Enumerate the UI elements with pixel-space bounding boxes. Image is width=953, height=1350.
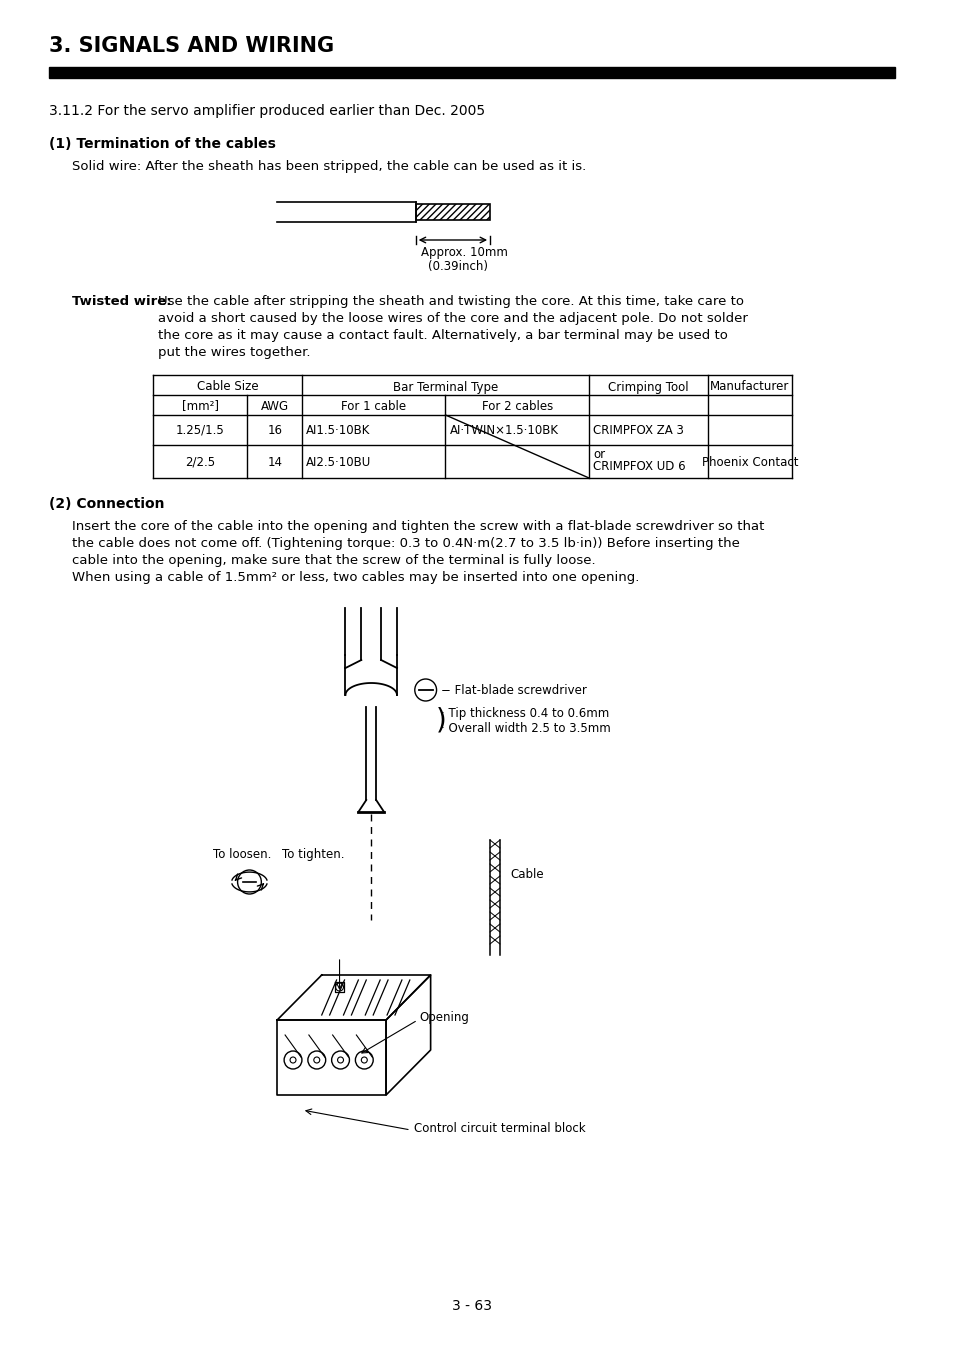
Text: (0.39inch): (0.39inch) [427, 261, 487, 273]
Text: avoid a short caused by the loose wires of the core and the adjacent pole. Do no: avoid a short caused by the loose wires … [158, 312, 747, 325]
Text: the cable does not come off. (Tightening torque: 0.3 to 0.4N·m(2.7 to 3.5 lb·in): the cable does not come off. (Tightening… [72, 537, 740, 549]
Text: 3. SIGNALS AND WIRING: 3. SIGNALS AND WIRING [50, 36, 335, 55]
Text: 14: 14 [267, 455, 282, 468]
Text: Control circuit terminal block: Control circuit terminal block [414, 1122, 585, 1134]
Text: To tighten.: To tighten. [282, 848, 344, 861]
Text: Use the cable after stripping the sheath and twisting the core. At this time, ta: Use the cable after stripping the sheath… [158, 296, 743, 308]
Bar [50, 68, 894, 78]
Text: cable into the opening, make sure that the screw of the terminal is fully loose.: cable into the opening, make sure that t… [72, 554, 596, 567]
Text: (1) Termination of the cables: (1) Termination of the cables [50, 136, 276, 151]
Text: 3.11.2 For the servo amplifier produced earlier than Dec. 2005: 3.11.2 For the servo amplifier produced … [50, 104, 485, 117]
Text: − Flat-blade screwdriver: − Flat-blade screwdriver [440, 683, 586, 697]
Text: AI2.5·10BU: AI2.5·10BU [306, 455, 371, 468]
Text: CRIMPFOX ZA 3: CRIMPFOX ZA 3 [593, 424, 683, 436]
Text: Opening: Opening [419, 1011, 469, 1023]
Bar [416, 204, 490, 220]
Text: Cable Size: Cable Size [196, 381, 258, 393]
Text: · Overall width 2.5 to 3.5mm: · Overall width 2.5 to 3.5mm [440, 721, 610, 734]
Text: [mm²]: [mm²] [182, 400, 219, 413]
Text: ): ) [436, 707, 446, 734]
Text: Approx. 10mm: Approx. 10mm [420, 246, 507, 259]
Text: AWG: AWG [260, 400, 289, 413]
Text: the core as it may cause a contact fault. Alternatively, a bar terminal may be u: the core as it may cause a contact fault… [158, 329, 727, 342]
Text: Twisted wire:: Twisted wire: [72, 296, 172, 308]
Text: AI1.5·10BK: AI1.5·10BK [306, 424, 370, 436]
Text: 16: 16 [267, 424, 282, 436]
Text: 3 - 63: 3 - 63 [452, 1299, 492, 1314]
Text: Crimping Tool: Crimping Tool [607, 381, 688, 393]
Text: Cable: Cable [510, 868, 544, 882]
Text: 1.25/1.5: 1.25/1.5 [176, 424, 225, 436]
Text: CRIMPFOX UD 6: CRIMPFOX UD 6 [593, 459, 685, 472]
Text: put the wires together.: put the wires together. [158, 346, 311, 359]
Text: Manufacturer: Manufacturer [709, 381, 789, 393]
Text: AI·TWIN×1.5·10BK: AI·TWIN×1.5·10BK [449, 424, 558, 436]
Text: Insert the core of the cable into the opening and tighten the screw with a flat-: Insert the core of the cable into the op… [72, 520, 764, 533]
Text: 2/2.5: 2/2.5 [185, 455, 215, 468]
Text: For 1 cable: For 1 cable [341, 400, 406, 413]
Text: or: or [593, 447, 604, 460]
Text: Solid wire: After the sheath has been stripped, the cable can be used as it is.: Solid wire: After the sheath has been st… [72, 161, 586, 173]
Text: · Tip thickness 0.4 to 0.6mm: · Tip thickness 0.4 to 0.6mm [440, 707, 608, 721]
Text: Phoenix Contact: Phoenix Contact [700, 455, 798, 468]
Text: When using a cable of 1.5mm² or less, two cables may be inserted into one openin: When using a cable of 1.5mm² or less, tw… [72, 571, 639, 585]
Text: (2) Connection: (2) Connection [50, 497, 165, 512]
Text: To loosen.: To loosen. [213, 848, 271, 861]
Text: Bar Terminal Type: Bar Terminal Type [393, 381, 497, 393]
Text: For 2 cables: For 2 cables [481, 400, 553, 413]
